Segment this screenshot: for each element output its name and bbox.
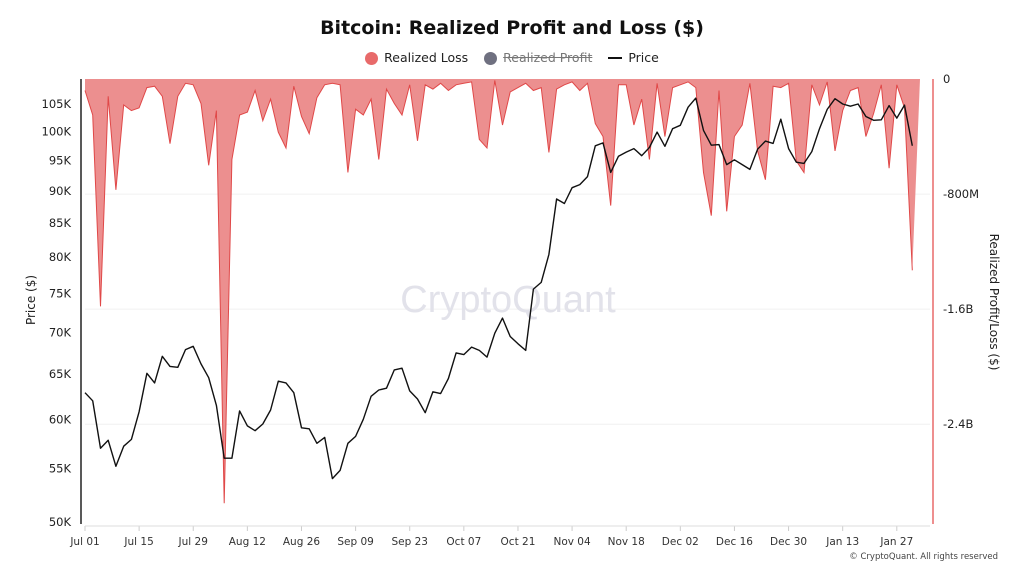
- x-tick-label: Oct 21: [501, 536, 536, 548]
- y-axis-left-label: Price ($): [24, 275, 38, 325]
- y-left-tick-label: 95K: [49, 153, 72, 167]
- y-right-tick-label: -800M: [943, 187, 979, 201]
- legend-item-price[interactable]: Price: [608, 50, 659, 66]
- price-line: [84, 97, 913, 480]
- x-tick-label: Sep 23: [391, 536, 428, 548]
- realized-loss-swatch-icon: [365, 51, 379, 65]
- x-tick-label: Jan 27: [879, 536, 913, 548]
- x-tick-label: Dec 02: [662, 536, 699, 548]
- y-left-tick-label: 105K: [42, 97, 72, 111]
- x-tick-label: Nov 18: [608, 536, 645, 548]
- y-left-tick-label: 70K: [49, 325, 72, 339]
- y-left-tick-label: 80K: [49, 250, 72, 264]
- y-left-tick-label: 85K: [49, 216, 72, 230]
- legend: Realized Loss Realized Profit Price: [0, 49, 1024, 67]
- x-tick-label: Aug 12: [229, 536, 266, 548]
- copyright-footer: © CryptoQuant. All rights reserved: [849, 552, 998, 562]
- price-line-swatch-icon: [608, 57, 623, 59]
- legend-label: Realized Loss: [384, 50, 469, 65]
- realized-loss-area: [85, 79, 920, 504]
- y-right-tick-label: -1.6B: [943, 302, 973, 316]
- y-left-tick-label: 90K: [49, 184, 72, 198]
- realized-loss-line: [84, 80, 913, 504]
- y-axis-right-label: Realized Profit/Loss ($): [987, 234, 1001, 371]
- watermark: CryptoQuant: [400, 279, 616, 321]
- y-left-tick-label: 60K: [49, 412, 72, 426]
- y-left-tick-label: 55K: [49, 461, 72, 475]
- legend-item-realized-profit[interactable]: Realized Profit: [484, 50, 592, 66]
- y-right-tick-label: -2.4B: [943, 417, 973, 431]
- realized-profit-swatch-icon: [484, 51, 498, 65]
- x-tick-label: Sep 09: [337, 536, 374, 548]
- x-tick-label: Dec 16: [716, 536, 753, 548]
- x-tick-label: Oct 07: [446, 536, 481, 548]
- legend-label: Realized Profit: [503, 50, 593, 65]
- y-left-tick-label: 75K: [49, 287, 72, 301]
- x-tick-label: Jan 13: [825, 536, 859, 548]
- x-tick-label: Jul 15: [123, 536, 153, 548]
- x-tick-label: Jul 29: [178, 536, 208, 548]
- legend-label: Price: [628, 50, 659, 65]
- y-left-tick-label: 65K: [49, 367, 72, 381]
- x-tick-label: Nov 04: [553, 536, 591, 548]
- x-tick-label: Dec 30: [770, 536, 807, 548]
- x-tick-label: Aug 26: [283, 536, 321, 548]
- x-tick-label: Jul 01: [69, 536, 99, 548]
- y-left-tick-label: 50K: [49, 515, 72, 529]
- y-right-tick-label: 0: [943, 72, 950, 86]
- y-left-tick-label: 100K: [42, 124, 72, 138]
- chart-title: Bitcoin: Realized Profit and Loss ($): [320, 17, 704, 39]
- legend-item-realized-loss[interactable]: Realized Loss: [365, 50, 468, 66]
